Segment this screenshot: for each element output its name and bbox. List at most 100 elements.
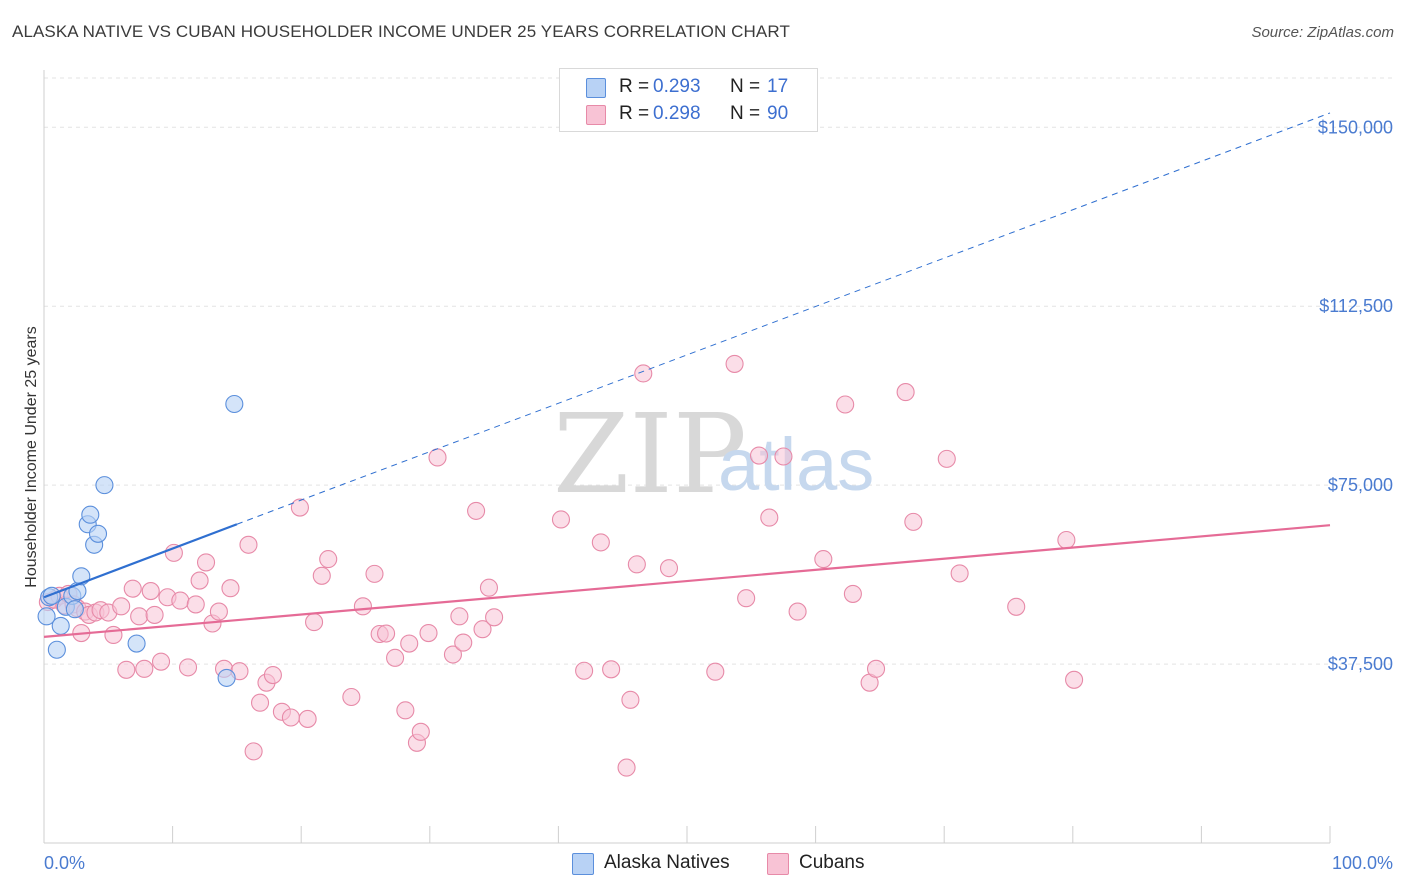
legend-r-label: R = (619, 76, 650, 97)
legend-swatch-cubans (767, 853, 789, 875)
cuban-trend-line (43, 524, 1331, 638)
cuban-point (104, 625, 123, 645)
alaska-point (225, 394, 244, 414)
alaska-trend-line (43, 523, 238, 599)
cuban-point (281, 708, 300, 727)
cuban-points (38, 354, 1084, 777)
cuban-point (450, 607, 469, 626)
legend-swatch-cubans (586, 105, 606, 125)
cuban-point (443, 645, 462, 664)
cuban-point (377, 624, 396, 643)
cuban-point (896, 383, 915, 402)
cuban-point (749, 446, 769, 465)
legend-n-value: 90 (767, 103, 789, 124)
legend-label: Cubans (799, 852, 865, 873)
alaska-point (127, 634, 146, 653)
cuban-point (298, 709, 317, 728)
alaska-point (51, 616, 70, 635)
cuban-point (937, 449, 956, 468)
cuban-point (479, 578, 499, 597)
cuban-point (151, 652, 171, 671)
cuban-point (1065, 670, 1084, 689)
cuban-point (135, 659, 154, 678)
alaska-points (37, 394, 244, 687)
cuban-point (737, 589, 756, 608)
cuban-point (130, 607, 149, 626)
cuban-point (950, 564, 969, 583)
chart-title: ALASKA NATIVE VS CUBAN HOUSEHOLDER INCOM… (12, 22, 790, 41)
cuban-point (788, 602, 807, 621)
cuban-point (396, 701, 415, 720)
cuban-point (659, 559, 679, 578)
cuban-point (112, 597, 131, 616)
alaska-point (47, 640, 66, 659)
cuban-point (774, 447, 793, 466)
alaska-point (88, 524, 108, 543)
cuban-point (814, 550, 833, 569)
cuban-point (591, 533, 610, 552)
legend-n-value: 17 (767, 76, 789, 97)
cuban-point (419, 623, 438, 643)
cuban-point (760, 508, 779, 527)
cuban-point (602, 660, 621, 679)
cuban-point (263, 665, 282, 685)
cuban-point (290, 498, 309, 517)
cuban-point (305, 613, 324, 632)
cuban-point (904, 512, 923, 531)
cuban-point (312, 566, 331, 585)
cuban-point (617, 758, 636, 777)
source-label: Source: ZipAtlas.com (1251, 24, 1394, 41)
cuban-point (123, 579, 142, 598)
cuban-point (411, 722, 430, 741)
trend-lines (43, 112, 1331, 638)
cuban-point (178, 658, 198, 677)
cuban-point (171, 591, 190, 610)
legend-label: Alaska Natives (604, 852, 730, 873)
cuban-point (353, 597, 372, 616)
y-tick-label: $112,500 (1319, 296, 1393, 316)
cuban-point (141, 582, 160, 601)
legend-stats: R = 0.293 N = 17 R = 0.298 N = 90 (559, 68, 818, 132)
cuban-point (196, 553, 216, 572)
y-tick-labels: $37,500 $75,000 $112,500 $150,000 (1318, 117, 1393, 674)
cuban-point (319, 550, 338, 569)
legend-r-value: 0.298 (653, 103, 701, 124)
cuban-point (467, 501, 486, 520)
cuban-point (400, 634, 419, 653)
x-tick-label-left: 0.0% (44, 853, 85, 873)
watermark-zip: ZIP (553, 390, 747, 518)
cuban-point (706, 662, 725, 681)
alaska-trend-extension (236, 112, 1331, 525)
y-axis-label: Householder Income Under 25 years (23, 326, 40, 587)
cuban-point (485, 608, 504, 627)
cuban-point (866, 659, 886, 678)
cuban-point (386, 648, 405, 667)
cuban-point (1057, 530, 1076, 550)
cuban-point (250, 693, 270, 712)
legend-r-value: 0.293 (653, 76, 701, 97)
cuban-point (551, 510, 571, 529)
cuban-point (428, 448, 447, 467)
cuban-point (634, 364, 653, 383)
cuban-point (239, 535, 258, 554)
grid-lines (44, 77, 1393, 665)
y-tick-label: $75,000 (1328, 475, 1393, 495)
alaska-point (81, 505, 100, 524)
legend-swatch-alaska (586, 78, 606, 98)
cuban-point (836, 395, 855, 414)
cuban-point (473, 620, 492, 639)
y-tick-label: $37,500 (1328, 654, 1393, 674)
alaska-point (217, 668, 236, 687)
cuban-point (244, 742, 263, 761)
x-ticks (172, 826, 1331, 843)
cuban-point (365, 564, 384, 583)
alaska-point (37, 607, 56, 626)
cuban-point (190, 571, 209, 590)
cuban-point (209, 602, 228, 621)
alaska-point (65, 600, 84, 619)
cuban-point (221, 579, 240, 598)
legend-swatch-alaska (572, 853, 594, 875)
legend-n-label: N = (730, 76, 761, 97)
alaska-point (95, 476, 114, 495)
